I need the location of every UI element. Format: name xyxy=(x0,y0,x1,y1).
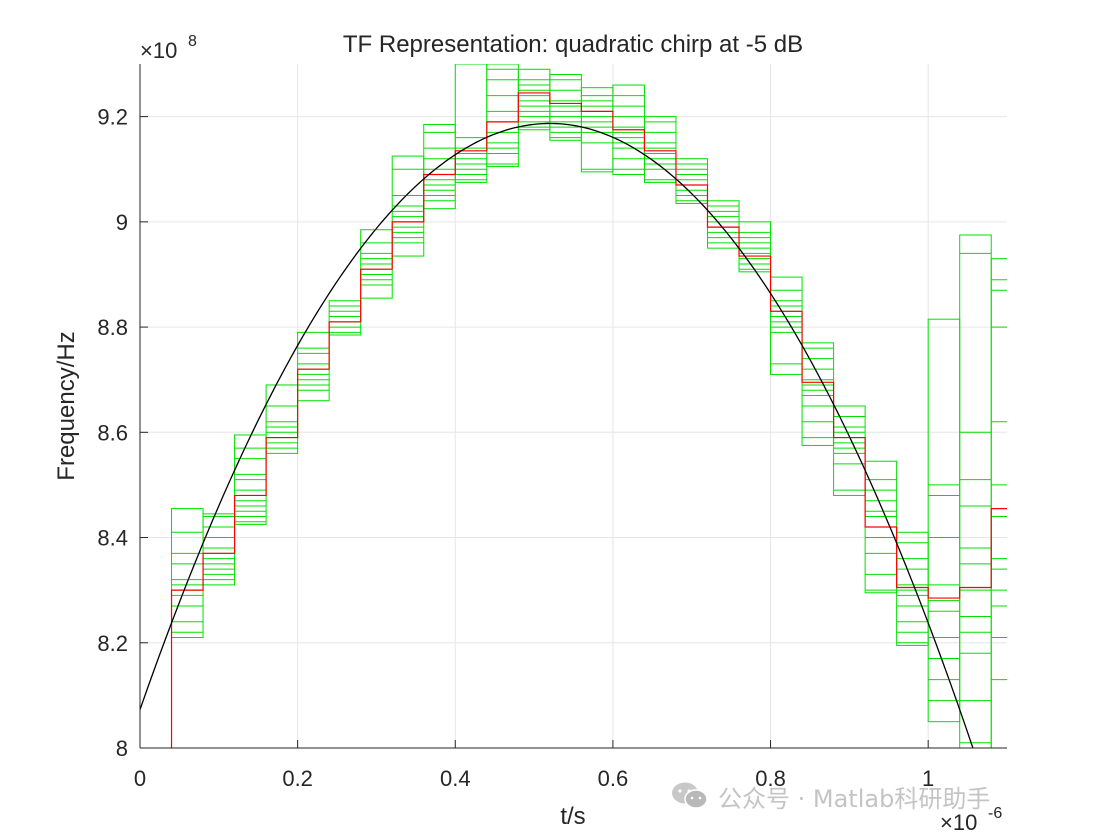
mean-estimate-series xyxy=(170,92,1007,748)
x-axis-label: t/s xyxy=(560,803,585,830)
x-tick-label: 0.8 xyxy=(755,766,786,791)
tick-labels: 0 0.2 0.4 0.6 0.8 1 8 8.2 8.4 8.6 8.8 9 9.2 xyxy=(97,105,934,791)
watermark: 公众号 · Matlab科研助手 xyxy=(670,778,990,814)
trial-estimate-box xyxy=(990,258,1007,748)
y-tick-label: 8.8 xyxy=(97,315,128,340)
x-tick-label: 0 xyxy=(134,766,146,791)
x-tick-label: 0.2 xyxy=(282,766,313,791)
chart-title: TF Representation: quadratic chirp at -5… xyxy=(343,31,803,58)
y-exponent-label: ×10 8 xyxy=(140,33,197,63)
y-exponent-base: ×10 xyxy=(140,38,177,63)
axes xyxy=(139,64,1007,749)
x-tick-label: 0.6 xyxy=(598,766,629,791)
x-tick-label: 0.4 xyxy=(440,766,471,791)
x-exponent-base: ×10 xyxy=(940,810,977,835)
x-exponent-power: -6 xyxy=(988,805,1002,822)
watermark-text: 公众号 · Matlab科研助手 xyxy=(718,784,991,813)
y-tick-label: 9.2 xyxy=(97,105,128,130)
x-tick-label: 1 xyxy=(922,766,934,791)
y-tick-label: 8.6 xyxy=(97,420,128,445)
y-tick-label: 8 xyxy=(116,736,128,761)
y-axis-label: Frequency/Hz xyxy=(53,331,80,480)
true-curve-series xyxy=(140,122,974,748)
x-exponent-label: ×10 -6 xyxy=(940,805,1002,835)
wechat-icon xyxy=(672,782,708,809)
y-exponent-power: 8 xyxy=(188,33,197,50)
true-curve-line xyxy=(140,122,974,748)
y-tick-label: 8.2 xyxy=(97,631,128,656)
y-tick-label: 9 xyxy=(116,210,128,235)
y-tick-label: 8.4 xyxy=(97,526,128,551)
mean-estimate-line xyxy=(170,92,1007,748)
